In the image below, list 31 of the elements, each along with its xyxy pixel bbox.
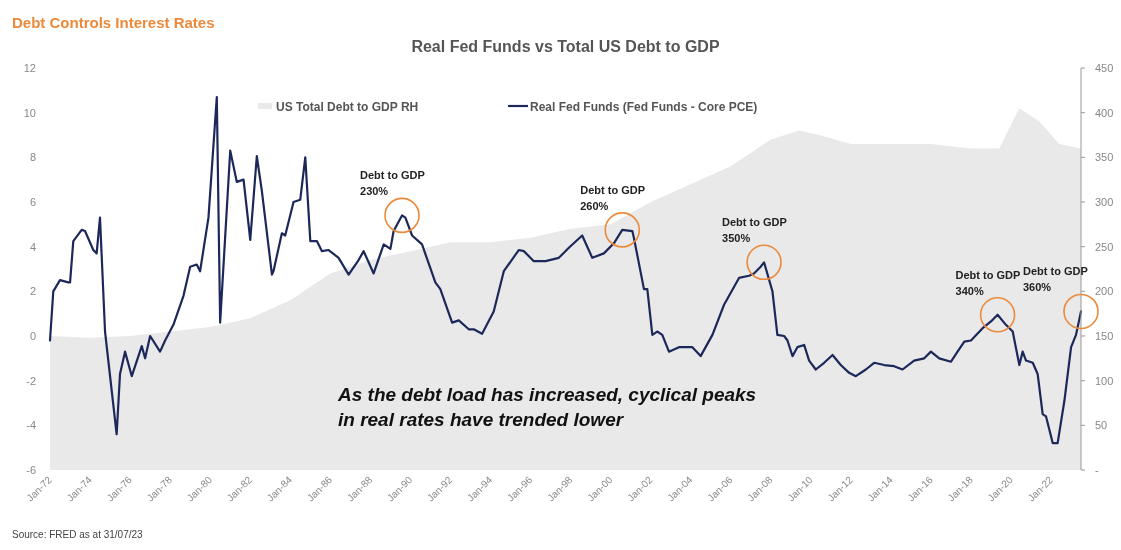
- y2-tick-label: 350: [1095, 151, 1114, 164]
- annotation: Debt to GDP 340%: [955, 268, 1021, 297]
- y2-tick-label: 50: [1095, 419, 1108, 432]
- annotation: Debt to GDP 360%: [1023, 265, 1088, 294]
- y2-tick-label: 400: [1095, 106, 1114, 119]
- y-tick-label: -6: [26, 464, 36, 476]
- y2-tick-label: 450: [1095, 62, 1114, 74]
- y-tick-label: 6: [29, 196, 36, 208]
- y2-tick-label: -: [1095, 464, 1099, 476]
- y-tick-label: -2: [26, 374, 36, 387]
- y2-tick-label: 150: [1095, 330, 1114, 342]
- y2-tick-label: 250: [1095, 240, 1114, 253]
- annotation: Debt to GDP 260%: [580, 183, 646, 212]
- annotation: Debt to GDP 350%: [722, 216, 787, 245]
- y-tick-label: 12: [23, 62, 36, 74]
- legend-label: US Total Debt to GDP RH: [276, 100, 419, 114]
- y-tick-label: 10: [23, 106, 36, 119]
- annotation: As the debt load has increased, cyclical peaks in real rates have trended lower: [337, 384, 757, 430]
- y-tick-label: 8: [29, 151, 36, 164]
- source-note: Source: FRED as at 31/07/23: [12, 529, 144, 540]
- y-tick-label: 4: [29, 240, 36, 253]
- legend-label: Real Fed Funds (Fed Funds - Core PCE): [530, 100, 758, 114]
- chart-title: Debt Controls Interest Rates: [12, 14, 215, 31]
- y-tick-label: 0: [29, 330, 36, 342]
- y2-tick-label: 200: [1095, 285, 1114, 298]
- chart-subtitle: Real Fed Funds vs Total US Debt to GDP: [411, 38, 720, 55]
- annotation: Debt to GDP 230%: [360, 169, 425, 198]
- y-tick-label: -4: [26, 419, 36, 432]
- y2-tick-label: 300: [1095, 196, 1114, 208]
- y2-tick-label: 100: [1095, 374, 1114, 387]
- y-tick-label: 2: [29, 285, 36, 298]
